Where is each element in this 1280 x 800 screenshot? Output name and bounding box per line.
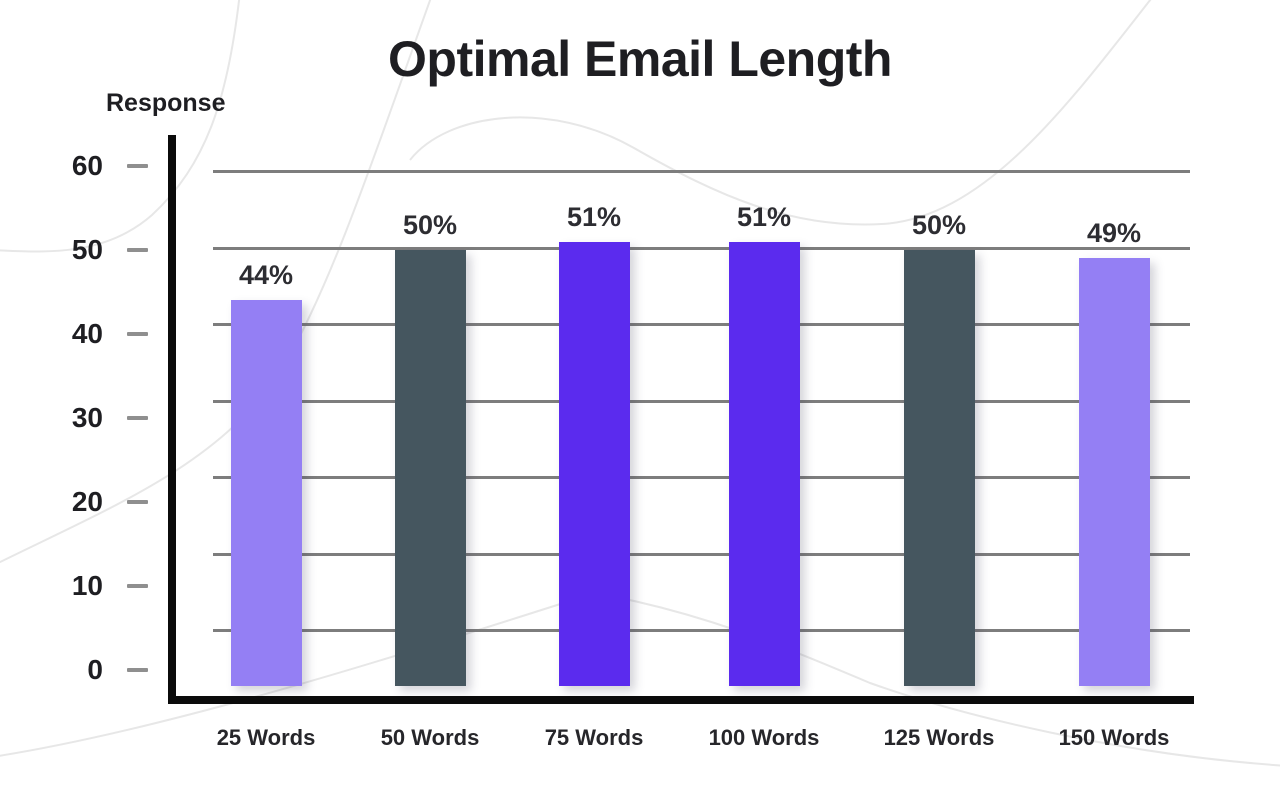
y-tick-label: 40 [71, 318, 103, 349]
gridline [213, 553, 1190, 556]
y-tick-label: 0 [87, 654, 103, 685]
x-axis-line [168, 696, 1194, 704]
y-tick-mark [127, 584, 148, 588]
bar-value-label: 50% [911, 210, 967, 240]
chart-title: Optimal Email Length [388, 31, 892, 87]
bar-25-words [230, 300, 302, 686]
y-tick-mark [127, 332, 148, 336]
y-tick-label: 50 [71, 234, 103, 265]
x-axis-category-label: 50 Words [380, 725, 480, 750]
y-tick-mark [127, 500, 148, 504]
gridline [213, 400, 1190, 403]
y-tick-label: 20 [71, 486, 103, 517]
gridline [213, 629, 1190, 632]
y-tick-label: 10 [71, 570, 103, 601]
bar-value-label: 49% [1086, 218, 1142, 248]
y-tick-mark [127, 164, 148, 168]
decorative-curve-top-left [0, 0, 241, 253]
gridline [213, 247, 1190, 250]
bar-75-words [558, 242, 630, 686]
x-axis-category-label: 75 Words [544, 725, 644, 750]
bar-value-label: 51% [566, 202, 622, 232]
bar-150-words [1078, 258, 1150, 686]
y-tick-mark [127, 668, 148, 672]
y-tick-mark [127, 416, 148, 420]
x-axis-category-label: 100 Words [708, 725, 820, 750]
decorative-curve-top-wave [409, 0, 1152, 226]
bar-125-words [903, 250, 975, 686]
y-axis-line [168, 135, 176, 704]
y-axis-title: Response [106, 89, 226, 117]
x-axis-category-label: 125 Words [883, 725, 995, 750]
gridline [213, 170, 1190, 173]
bar-50-words [394, 250, 466, 686]
gridline [213, 323, 1190, 326]
gridline [213, 476, 1190, 479]
y-tick-mark [127, 248, 148, 252]
bar-value-label: 50% [402, 210, 458, 240]
bar-100-words [728, 242, 800, 686]
bar-value-label: 44% [238, 260, 294, 290]
x-axis-category-label: 25 Words [216, 725, 316, 750]
x-axis-category-label: 150 Words [1058, 725, 1170, 750]
y-tick-label: 30 [71, 402, 103, 433]
y-tick-label: 60 [71, 150, 103, 181]
bar-value-label: 51% [736, 202, 792, 232]
